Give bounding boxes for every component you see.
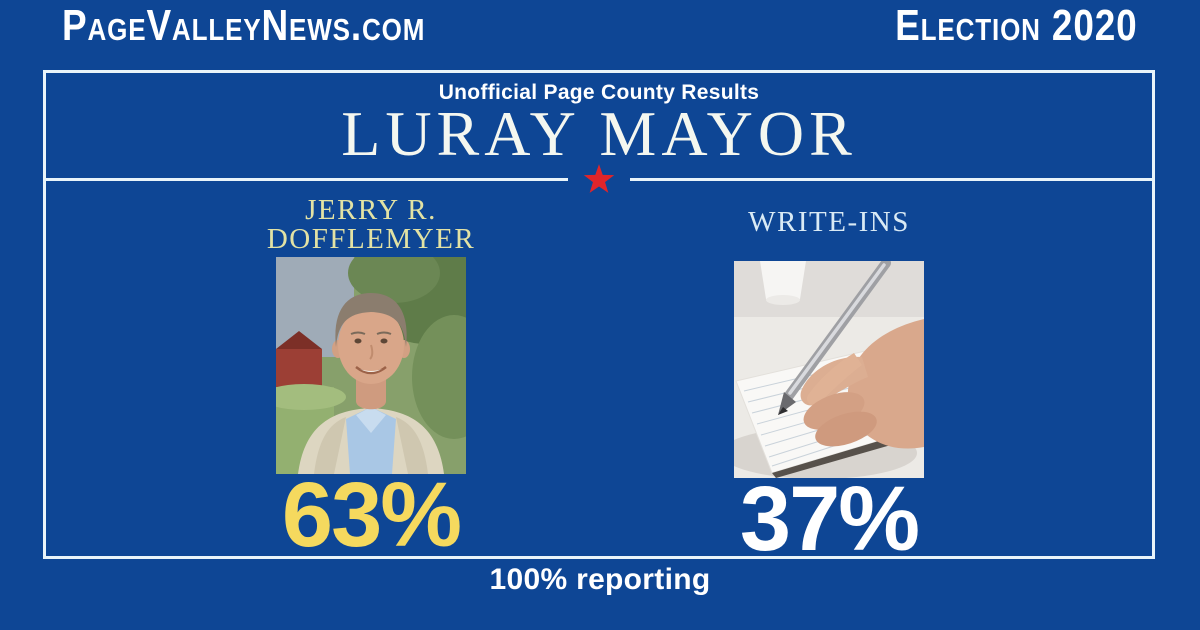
edition-label: Election 2020 xyxy=(895,1,1138,50)
candidate-name-line-1: JERRY R. xyxy=(305,193,437,226)
title-divider xyxy=(46,161,1152,197)
vote-percent-write-ins: 37% xyxy=(739,468,920,570)
write-ins-photo xyxy=(734,261,924,478)
candidate-column-dofflemyer: JERRY R. DOFFLEMYER xyxy=(206,191,536,566)
candidate-name-line-1: WRITE-INS xyxy=(748,206,910,239)
candidate-photo-dofflemyer xyxy=(276,257,466,474)
race-title: LURAY MAYOR xyxy=(341,98,857,169)
candidate-column-write-ins: WRITE-INS xyxy=(664,191,994,570)
results-card: Unofficial Page County Results LURAY MAY… xyxy=(43,70,1155,570)
kicker-text: Unofficial Page County Results xyxy=(438,81,760,104)
red-star-icon xyxy=(582,162,616,196)
site-name: PageValleyNews.com xyxy=(62,1,426,50)
candidate-name: WRITE-INS xyxy=(664,191,994,259)
vote-percent-dofflemyer: 63% xyxy=(281,464,462,566)
candidate-name-line-2: DOFFLEMYER xyxy=(266,223,476,256)
divider-line-right xyxy=(630,177,1152,181)
reporting-status: 100% reporting xyxy=(489,563,711,596)
candidate-name: JERRY R. DOFFLEMYER xyxy=(206,191,536,255)
divider-line-left xyxy=(46,177,568,181)
